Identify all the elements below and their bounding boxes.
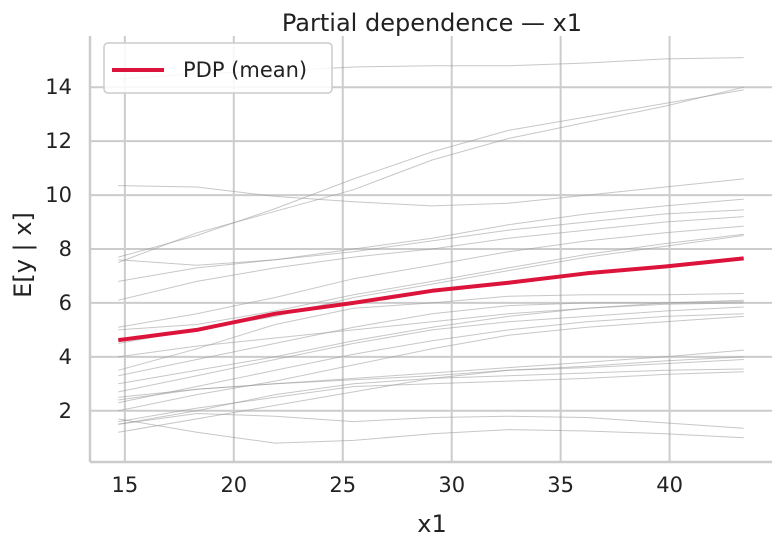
ice-line (118, 293, 744, 371)
y-tick-label: 8 (59, 237, 72, 261)
x-tick-label: 35 (547, 473, 574, 497)
pdp-mean-line (118, 256, 744, 343)
ice-line (118, 216, 744, 301)
y-tick-label: 6 (59, 291, 72, 315)
ice-line (118, 313, 744, 404)
ice-line (118, 315, 744, 412)
x-tick-label: 30 (438, 473, 465, 497)
ice-line (118, 302, 744, 385)
ice-line (118, 301, 744, 377)
x-tick-label: 15 (111, 473, 138, 497)
y-axis-label: E[y | x] (9, 212, 37, 298)
legend-label: PDP (mean) (183, 58, 307, 82)
axes (88, 36, 772, 464)
ice-line (118, 233, 744, 331)
ice-line (118, 371, 744, 423)
y-tick-label: 12 (45, 129, 72, 153)
ice-line (118, 89, 744, 258)
ice-line (118, 86, 744, 263)
x-tick-label: 25 (329, 473, 356, 497)
ice-line (118, 198, 744, 266)
chart-title: Partial dependence — x1 (282, 9, 582, 37)
y-tick-label: 2 (59, 399, 72, 423)
x-axis-label: x1 (417, 510, 446, 538)
ice-line (118, 225, 744, 328)
legend: PDP (mean) (103, 42, 333, 94)
y-tick-label: 14 (45, 75, 72, 99)
y-tick-label: 10 (45, 183, 72, 207)
ice-lines (118, 57, 744, 444)
y-tick-label: 4 (59, 345, 72, 369)
tick-labels: 15 20 25 30 35 40 2 4 6 8 10 12 14 (45, 75, 683, 497)
ice-line (118, 299, 744, 358)
ice-line (118, 178, 744, 207)
ice-line (118, 412, 744, 429)
x-tick-label: 40 (656, 473, 683, 497)
ice-line (118, 306, 744, 393)
legend-frame (103, 42, 333, 94)
ice-line (118, 418, 744, 444)
series-lines (118, 256, 744, 343)
ice-line (118, 356, 744, 398)
ice-line (118, 209, 744, 282)
x-tick-label: 20 (220, 473, 247, 497)
